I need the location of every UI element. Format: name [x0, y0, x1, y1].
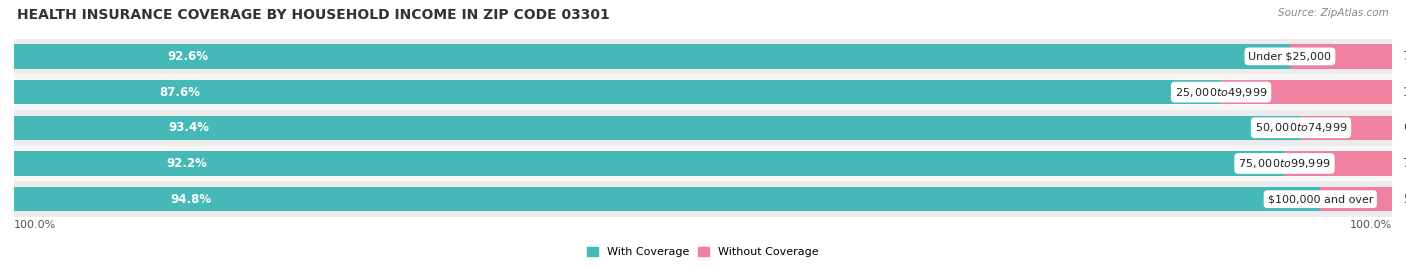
Text: 92.2%: 92.2% — [166, 157, 207, 170]
Text: 92.6%: 92.6% — [167, 50, 208, 63]
Bar — [1285, 151, 1392, 176]
Bar — [14, 44, 1289, 69]
Bar — [14, 74, 1392, 110]
Bar — [1320, 187, 1392, 211]
Bar — [1301, 116, 1392, 140]
Text: Source: ZipAtlas.com: Source: ZipAtlas.com — [1278, 8, 1389, 18]
Bar — [14, 146, 1392, 181]
Bar — [14, 110, 1392, 146]
Text: Under $25,000: Under $25,000 — [1249, 51, 1331, 61]
Text: 100.0%: 100.0% — [14, 220, 56, 230]
Bar — [14, 80, 1220, 104]
Text: 6.6%: 6.6% — [1403, 121, 1406, 134]
Bar — [14, 38, 1392, 74]
Text: 100.0%: 100.0% — [1350, 220, 1392, 230]
Text: 94.8%: 94.8% — [170, 193, 212, 206]
Text: 93.4%: 93.4% — [169, 121, 209, 134]
Text: 7.8%: 7.8% — [1403, 157, 1406, 170]
Text: 12.4%: 12.4% — [1403, 86, 1406, 98]
Bar — [14, 181, 1392, 217]
Text: 5.2%: 5.2% — [1403, 193, 1406, 206]
Bar — [14, 116, 1301, 140]
Legend: With Coverage, Without Coverage: With Coverage, Without Coverage — [582, 242, 824, 261]
Text: HEALTH INSURANCE COVERAGE BY HOUSEHOLD INCOME IN ZIP CODE 03301: HEALTH INSURANCE COVERAGE BY HOUSEHOLD I… — [17, 8, 610, 22]
Bar — [14, 187, 1320, 211]
Bar — [14, 151, 1285, 176]
Text: $25,000 to $49,999: $25,000 to $49,999 — [1175, 86, 1267, 98]
Text: 87.6%: 87.6% — [159, 86, 200, 98]
Text: 7.4%: 7.4% — [1403, 50, 1406, 63]
Text: $50,000 to $74,999: $50,000 to $74,999 — [1254, 121, 1347, 134]
Text: $75,000 to $99,999: $75,000 to $99,999 — [1239, 157, 1330, 170]
Text: $100,000 and over: $100,000 and over — [1268, 194, 1374, 204]
Bar — [1289, 44, 1392, 69]
Bar — [1220, 80, 1392, 104]
